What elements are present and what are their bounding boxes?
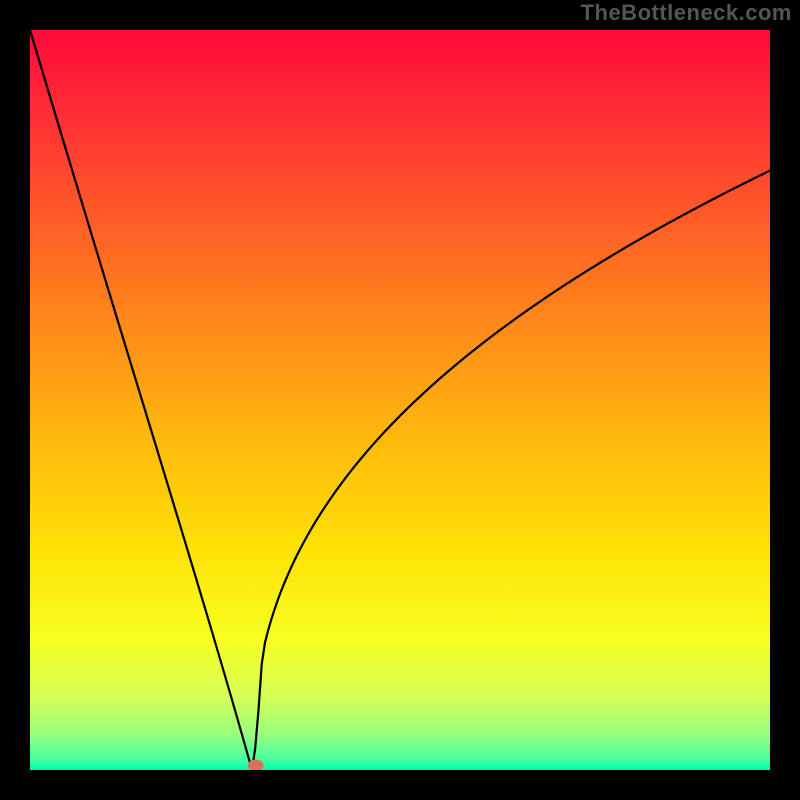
bottleneck-curve — [30, 30, 770, 770]
curve-line — [30, 30, 770, 770]
watermark-text: TheBottleneck.com — [581, 0, 792, 26]
plot-area — [30, 30, 770, 770]
chart-container: TheBottleneck.com — [0, 0, 800, 800]
